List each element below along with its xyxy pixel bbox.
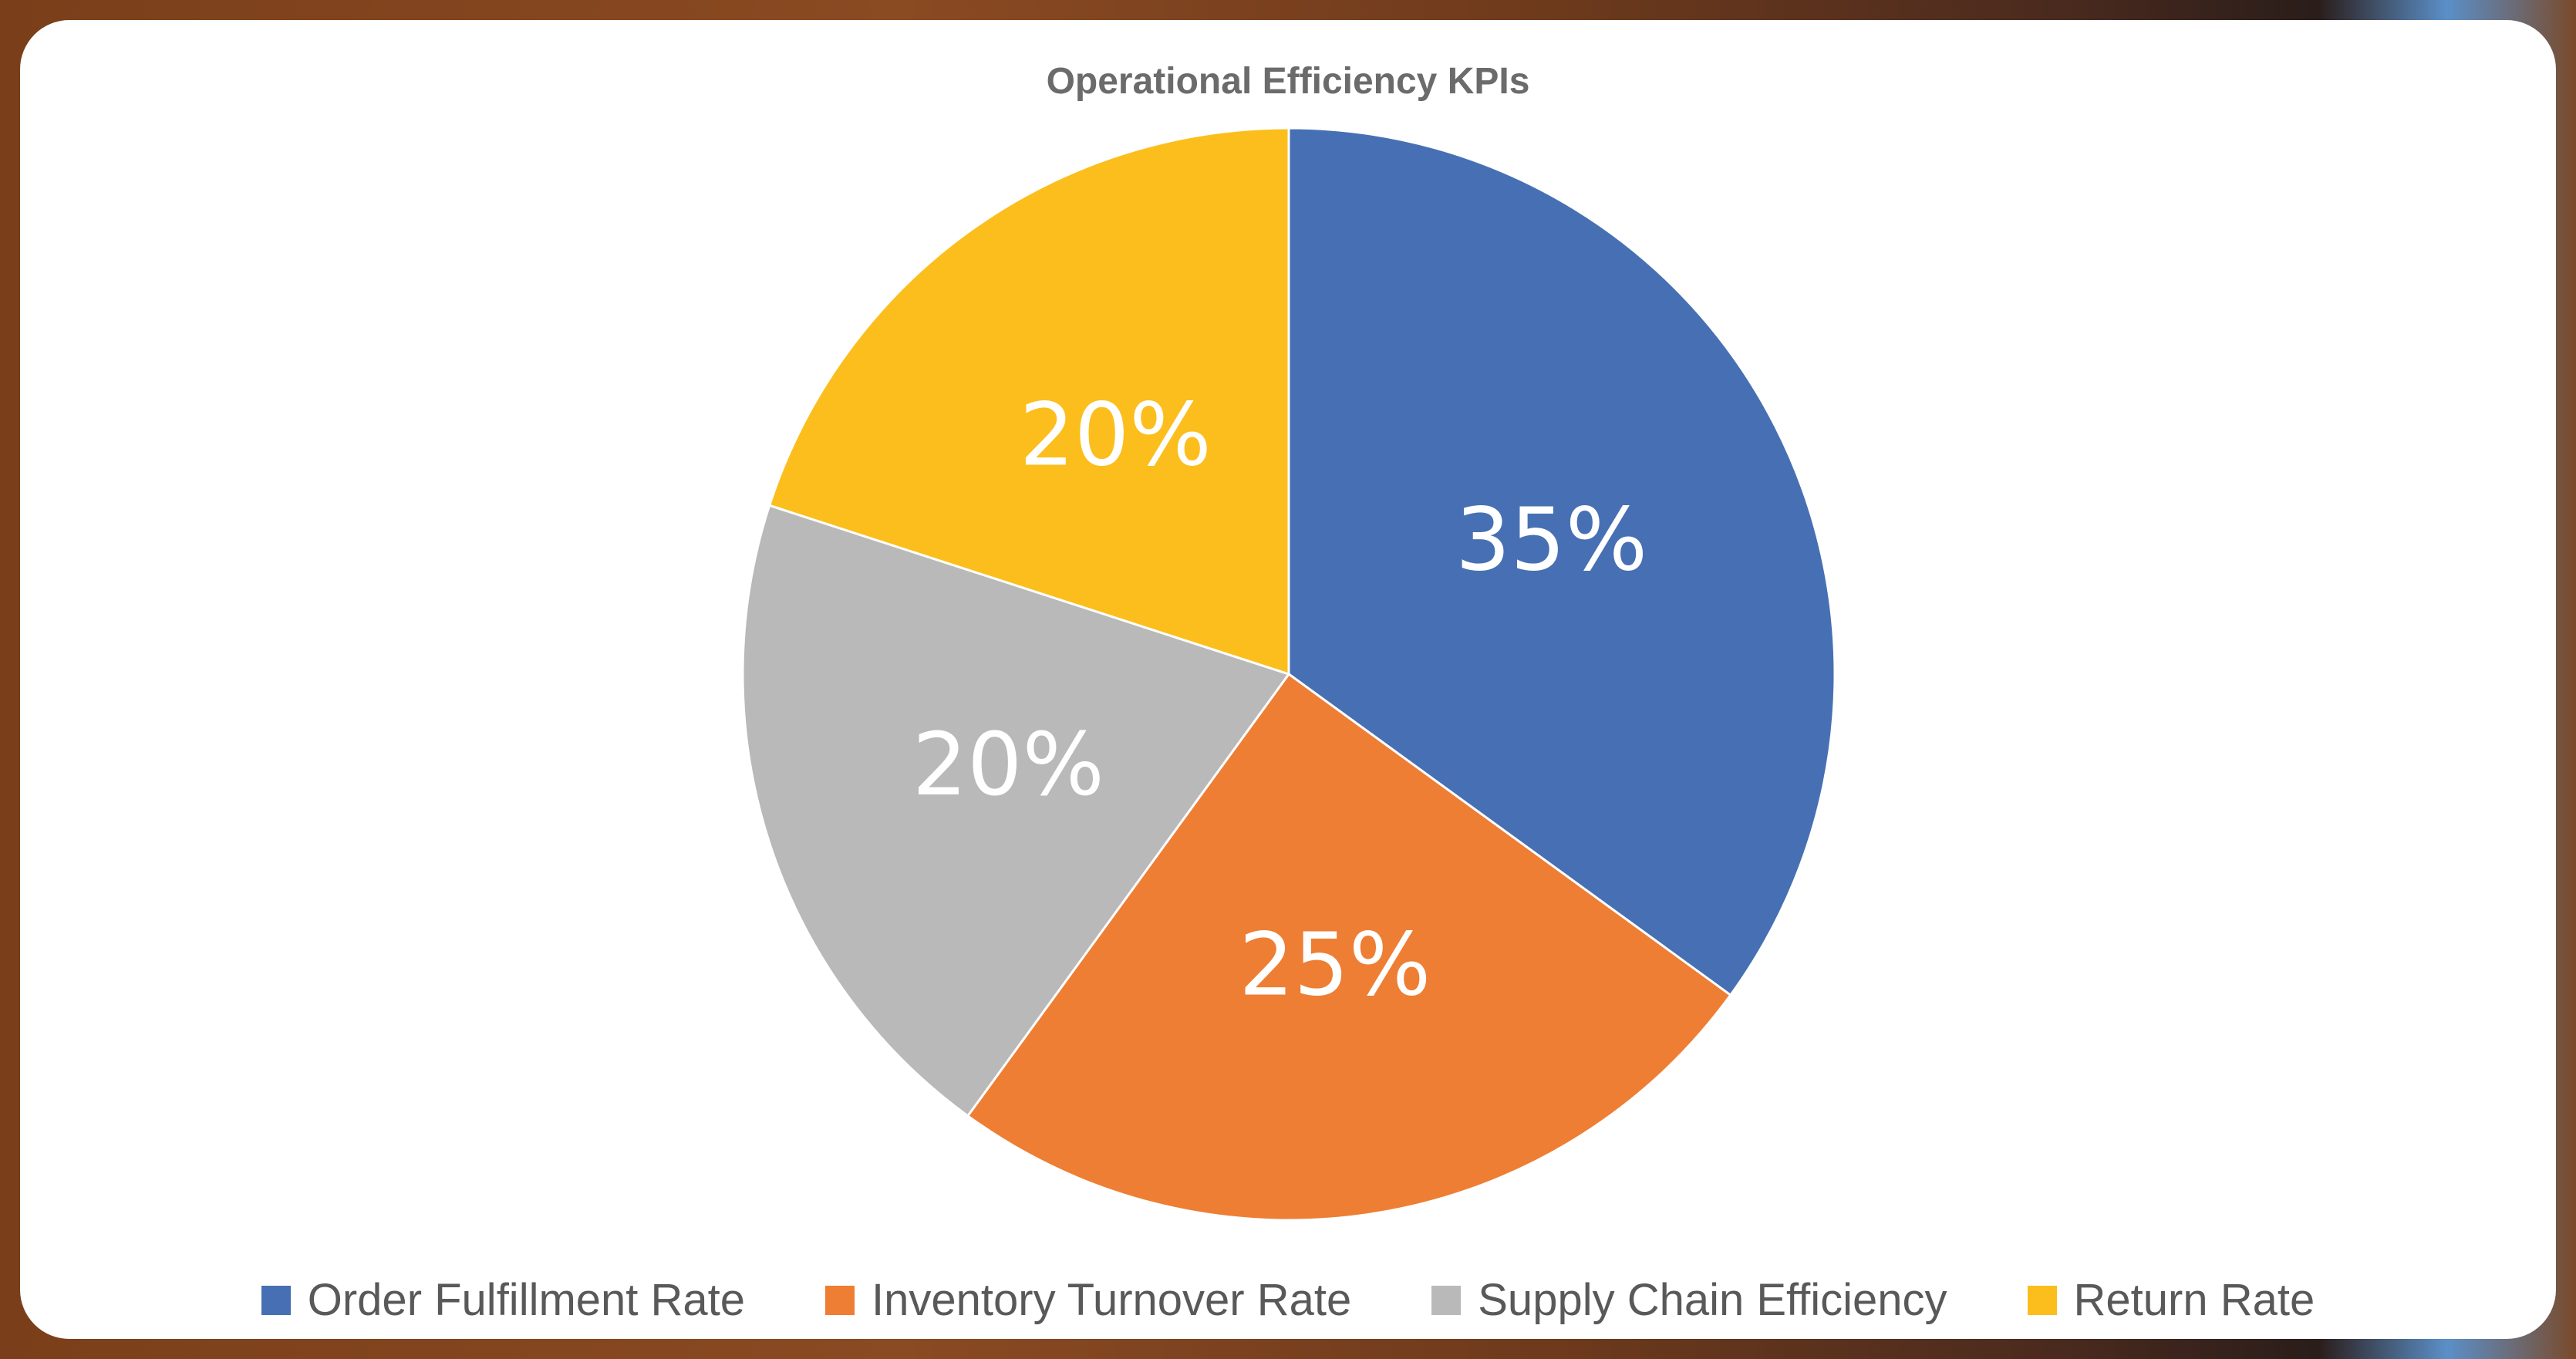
legend-item-order-fulfillment-rate: Order Fulfillment Rate [261,1274,745,1326]
legend-swatch [825,1285,855,1315]
legend-label: Order Fulfillment Rate [307,1275,746,1325]
data-label-return-rate: 20% [1020,386,1212,486]
pie-slice-return-rate [767,126,1290,676]
data-label-supply-chain-efficiency: 20% [912,715,1104,815]
legend-label: Inventory Turnover Rate [872,1275,1352,1325]
legend-swatch [1431,1285,1462,1315]
data-label-inventory-turnover-rate: 25% [1239,916,1431,1016]
pie-chart: 35% 25% 20% 20% [741,126,1836,1222]
chart-legend: Order Fulfillment Rate Inventory Turnover… [20,1274,2556,1326]
legend-item-inventory-turnover-rate: Inventory Turnover Rate [825,1274,1351,1326]
legend-swatch [2027,1285,2057,1315]
chart-card: Operational Efficiency KPIs 35% 25% 20% 20%… [20,20,2556,1339]
legend-item-return-rate: Return Rate [2027,1274,2315,1326]
legend-swatch [261,1285,291,1315]
chart-title: Operational Efficiency KPIs [1046,61,1530,102]
pie-slice-supply-chain-efficiency [741,504,1291,1118]
legend-label: Return Rate [2073,1275,2315,1325]
data-label-order-fulfillment-rate: 35% [1455,490,1647,590]
pie-slice-order-fulfillment-rate [1287,126,1836,997]
legend-item-supply-chain-efficiency: Supply Chain Efficiency [1431,1274,1947,1326]
pie-slice-inventory-turnover-rate [966,672,1732,1222]
legend-label: Supply Chain Efficiency [1478,1275,1947,1325]
